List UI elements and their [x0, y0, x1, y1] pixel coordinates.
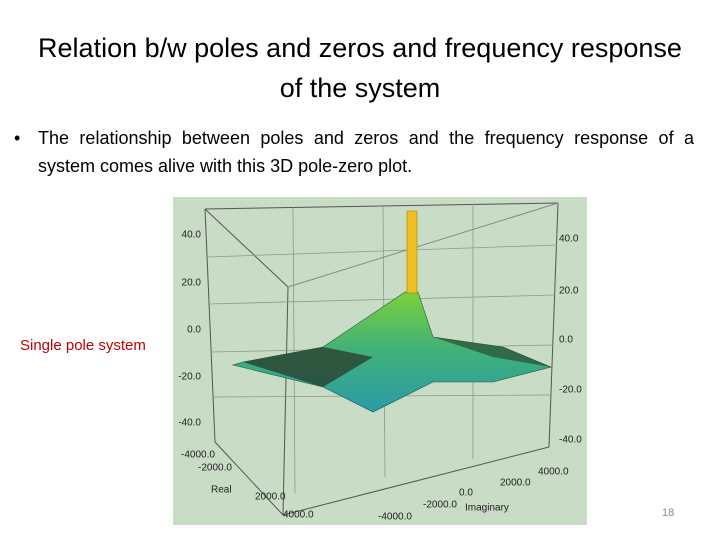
axis-label: 0.0: [559, 335, 573, 346]
axis-label: -20.0: [559, 385, 582, 396]
axis-label: 40.0: [182, 230, 202, 241]
axis-label: -40.0: [178, 418, 201, 429]
pole-zero-plot: 40.0 20.0 0.0 -20.0 -40.0 40.0 20.0 0.0 -20.0 -40…: [173, 197, 587, 525]
surface-shadow: [433, 337, 551, 367]
page-number: 18: [662, 507, 675, 519]
axis-label: 40.0: [559, 234, 579, 245]
slide-title: Relation b/w poles and zeros and frequen…: [38, 33, 682, 103]
pole-spike: [406, 210, 418, 294]
axis-label: -2000.0: [423, 500, 457, 511]
axis-label: 2000.0: [255, 492, 286, 503]
axes-box: [204, 202, 559, 516]
axis-label: 0.0: [459, 488, 473, 499]
axis-label: 2000.0: [500, 478, 531, 489]
axis-label: -2000.0: [198, 463, 232, 474]
axis-label: 20.0: [182, 278, 202, 289]
axis-label: 20.0: [559, 286, 579, 297]
figure-caption: Single pole system: [20, 337, 146, 354]
bullet-marker: •: [14, 128, 21, 148]
axis-label: Real: [211, 485, 232, 496]
axis-label: 0.0: [187, 325, 201, 336]
axis-label: -40.0: [559, 435, 582, 446]
axis-label: 4000.0: [283, 510, 314, 521]
bullet-item: • The relationship between poles and zer…: [14, 124, 694, 180]
surface-shadow: [243, 347, 373, 387]
axis-label: -20.0: [178, 372, 201, 383]
axis-label: 4000.0: [538, 467, 569, 478]
axis-label: Imaginary: [465, 503, 509, 514]
axis-label: -4000.0: [378, 512, 412, 523]
bullet-text: The relationship between poles and zeros…: [38, 128, 694, 176]
axis-label: -4000.0: [181, 450, 215, 461]
